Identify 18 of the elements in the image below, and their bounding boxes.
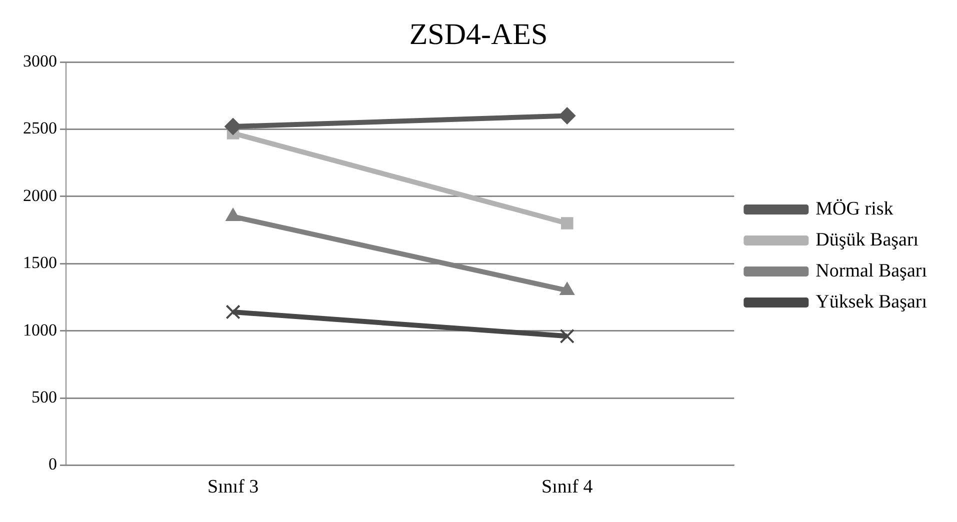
legend-label: Yüksek Başarı [816, 291, 928, 312]
point [560, 217, 574, 230]
legend-label: Normal Başarı [816, 260, 927, 282]
y-tick-label: 1000 [23, 320, 57, 340]
legend-label: Düşük Başarı [816, 229, 919, 250]
point [226, 304, 240, 320]
y-tick-label: 2000 [23, 186, 57, 205]
y-tick-label: 3000 [23, 51, 57, 70]
chart-title: ZSD4-AES [409, 18, 548, 51]
y-tick-label: 500 [32, 387, 57, 406]
x-tick-label: Sınıf 3 [207, 476, 259, 498]
x-tick-label: Sınıf 4 [542, 476, 594, 498]
legend-label: MÖG risk [816, 198, 894, 220]
y-tick-label: 0 [48, 454, 57, 474]
y-tick-label: 2500 [23, 118, 57, 138]
y-tick-label: 1500 [23, 253, 57, 272]
point [560, 328, 574, 344]
point [558, 107, 576, 124]
